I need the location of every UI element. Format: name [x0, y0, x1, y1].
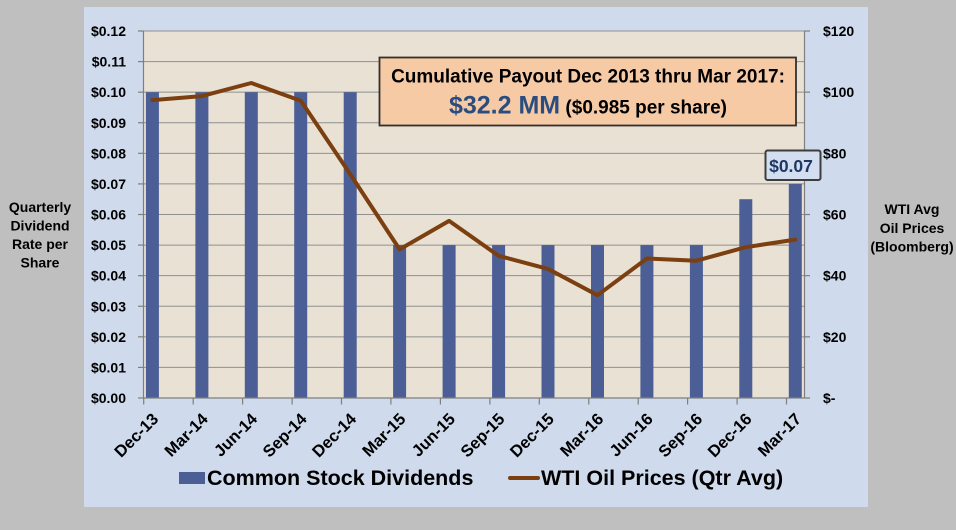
svg-text:$-: $-	[823, 390, 836, 406]
svg-text:$0.00: $0.00	[91, 390, 126, 406]
svg-text:$0.12: $0.12	[91, 23, 126, 39]
svg-text:$0.06: $0.06	[91, 207, 126, 223]
svg-text:Oil Prices: Oil Prices	[880, 220, 945, 236]
svg-text:$0.02: $0.02	[91, 329, 126, 345]
svg-text:Dividend: Dividend	[10, 218, 69, 234]
svg-text:$60: $60	[823, 207, 847, 223]
svg-text:$0.01: $0.01	[91, 359, 126, 375]
svg-text:Quarterly: Quarterly	[9, 199, 71, 215]
svg-text:$80: $80	[823, 145, 847, 161]
svg-text:$0.09: $0.09	[91, 115, 126, 131]
svg-text:$0.11: $0.11	[92, 54, 126, 70]
svg-text:Common Stock Dividends: Common Stock Dividends	[207, 466, 473, 490]
svg-text:$0.03: $0.03	[91, 298, 126, 314]
svg-text:$0.05: $0.05	[91, 237, 126, 253]
svg-text:Share: Share	[21, 255, 60, 271]
svg-text:$0.10: $0.10	[91, 84, 126, 100]
svg-text:(Bloomberg): (Bloomberg)	[870, 239, 953, 255]
svg-text:$32.2 MM ($0.985 per share): $32.2 MM ($0.985 per share)	[449, 92, 727, 120]
svg-text:WTI Oil Prices (Qtr Avg): WTI Oil Prices (Qtr Avg)	[541, 466, 783, 490]
svg-text:$0.07: $0.07	[769, 156, 813, 176]
svg-text:$0.08: $0.08	[91, 145, 126, 161]
svg-text:$40: $40	[823, 268, 847, 284]
svg-text:$100: $100	[823, 84, 854, 100]
svg-text:Rate per: Rate per	[12, 236, 69, 252]
svg-text:WTI Avg: WTI Avg	[885, 201, 940, 217]
svg-text:$120: $120	[823, 23, 854, 39]
svg-text:$0.07: $0.07	[91, 176, 126, 192]
svg-text:$0.04: $0.04	[91, 268, 126, 284]
svg-text:Cumulative Payout Dec 2013 thr: Cumulative Payout Dec 2013 thru Mar 2017…	[391, 67, 785, 88]
svg-text:$20: $20	[823, 329, 847, 345]
